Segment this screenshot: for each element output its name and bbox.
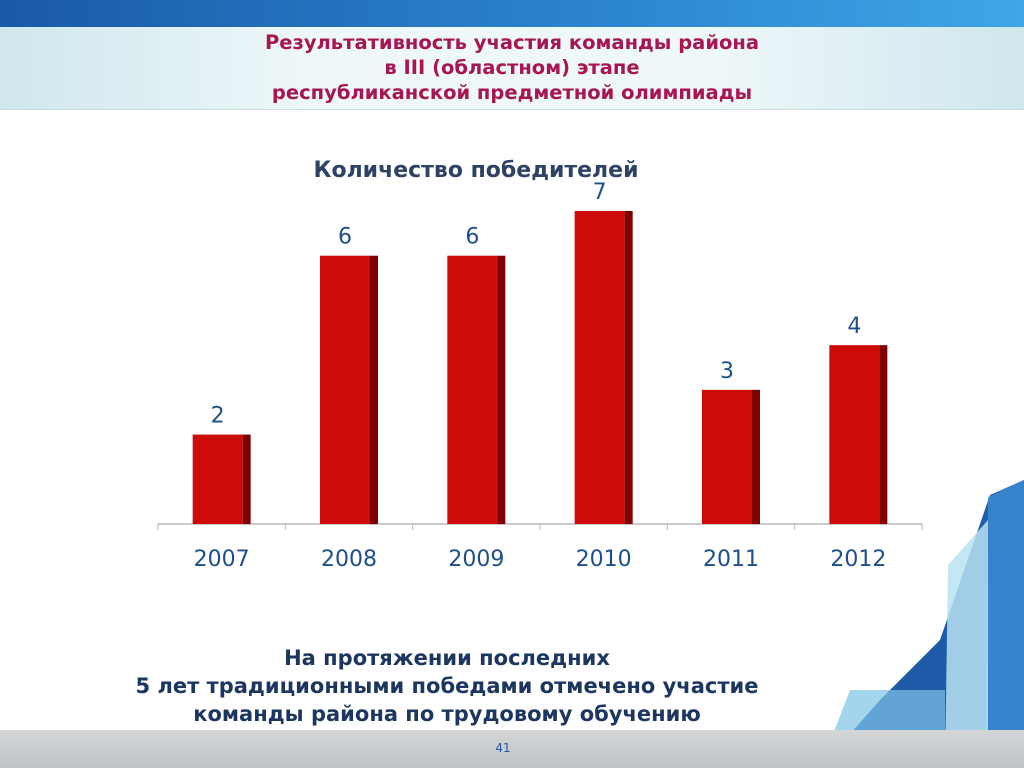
bar-shade-2010 — [624, 211, 633, 524]
tick-label-2008: 2008 — [321, 547, 377, 572]
bar-2010 — [574, 211, 625, 524]
data-label-2008: 6 — [338, 225, 352, 250]
tick-label-2011: 2011 — [703, 547, 759, 572]
footer-line-3: команды района по трудовому обучению — [193, 702, 701, 726]
data-label-2010: 7 — [593, 180, 607, 205]
bar-shade-2008 — [370, 255, 378, 524]
slide-title: Результативность участия команды района … — [140, 30, 884, 105]
footer-line-1: На протяжении последних — [284, 646, 610, 670]
tick-label-2009: 2009 — [448, 547, 504, 572]
bar-2011 — [702, 389, 752, 524]
chart-title: Количество победителей — [313, 158, 638, 183]
bar-2008 — [320, 255, 370, 524]
header-band — [0, 27, 1024, 110]
bar-2007 — [192, 434, 243, 524]
tick-label-2010: 2010 — [576, 547, 632, 572]
slide-title-line-1: Результативность участия команды района — [264, 31, 760, 54]
bar-shade-2009 — [497, 255, 506, 524]
bar-shade-2012 — [879, 345, 888, 524]
top-gradient-bar — [0, 0, 1024, 27]
data-label-2007: 2 — [211, 404, 225, 429]
page-number: 41 — [495, 741, 511, 755]
bar-shade-2007 — [242, 434, 251, 524]
data-label-2012: 4 — [847, 314, 861, 339]
tick-label-2012: 2012 — [830, 547, 886, 572]
data-label-2011: 3 — [720, 359, 734, 384]
bar-2012 — [829, 345, 880, 524]
bar-shade-2011 — [752, 389, 760, 524]
data-label-2009: 6 — [465, 225, 479, 250]
bottom-strip — [0, 730, 1024, 768]
footer-text: На протяжении последних 5 лет традиционн… — [60, 644, 834, 728]
tick-label-2007: 2007 — [194, 547, 250, 572]
slide-title-line-2: в III (областном) этапе — [384, 56, 640, 79]
bar-2009 — [447, 255, 498, 524]
slide-title-line-3: республиканской предметной олимпиады — [271, 81, 753, 104]
footer-line-2: 5 лет традиционными победами отмечено уч… — [135, 674, 759, 698]
